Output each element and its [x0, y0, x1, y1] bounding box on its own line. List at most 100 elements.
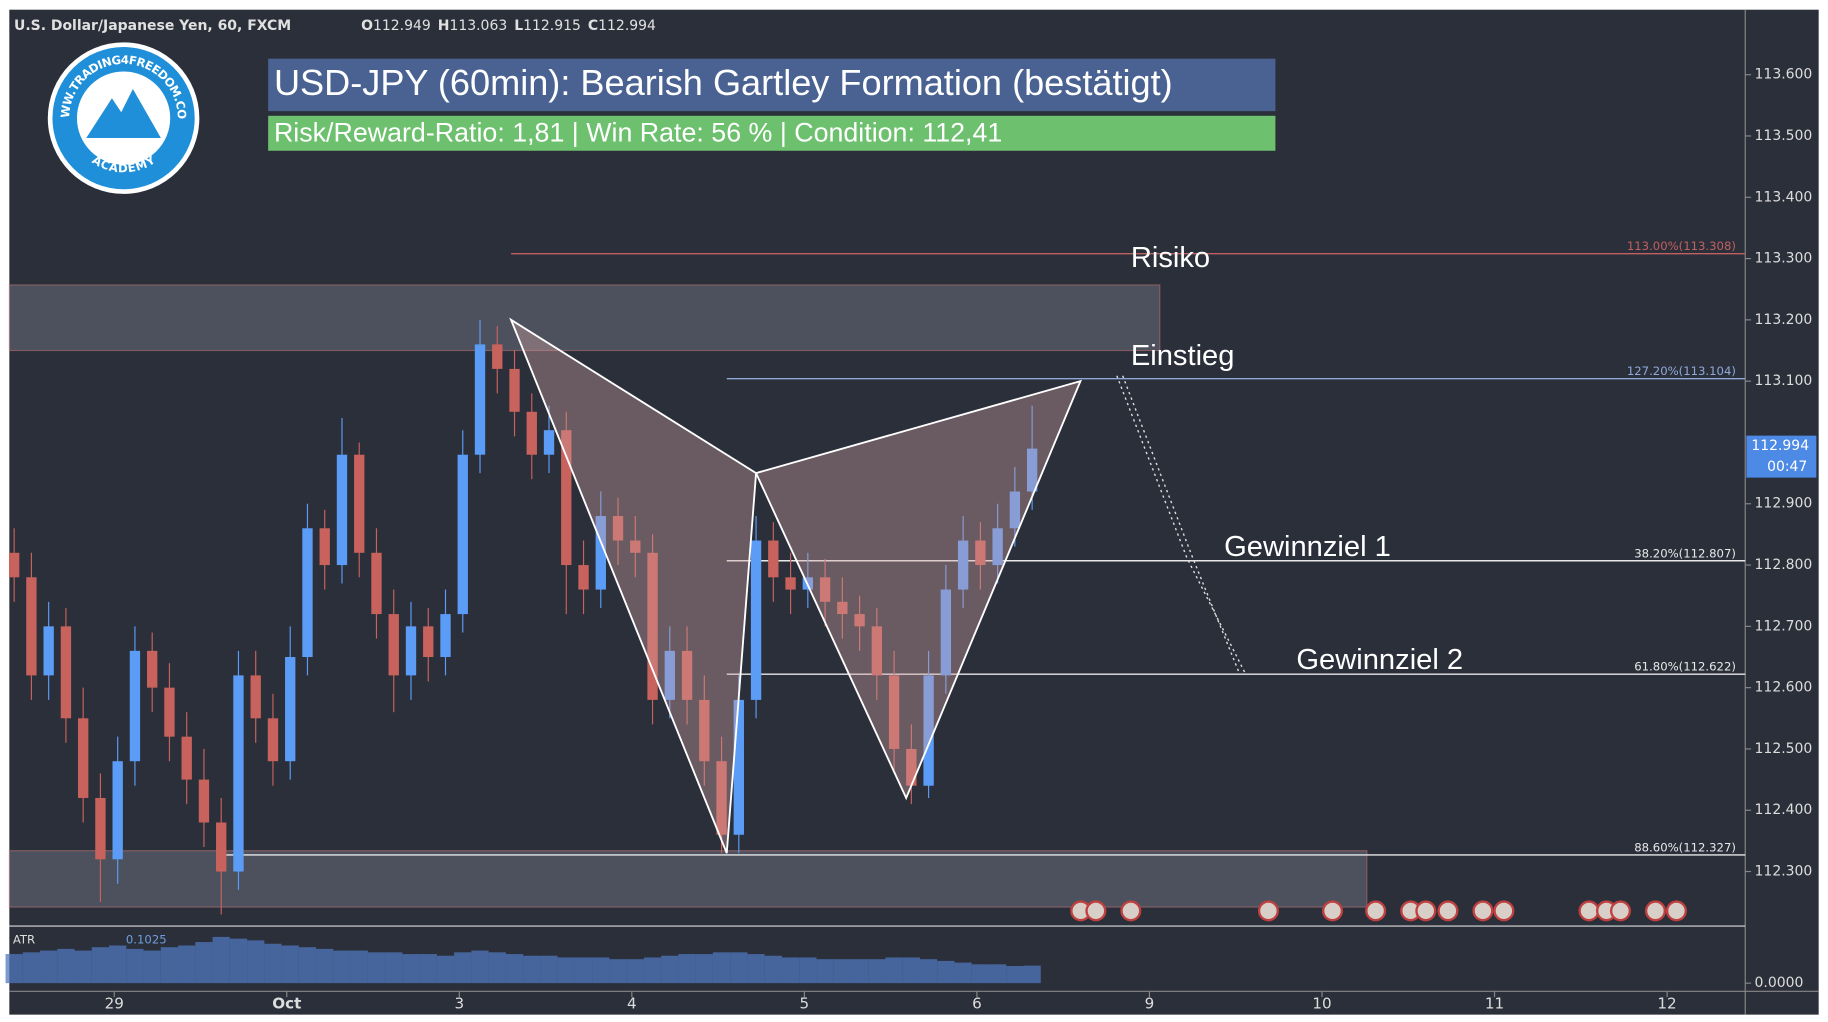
candle-body [112, 761, 123, 860]
y-tick-label: 112.800 [1755, 557, 1813, 573]
y-tick-label: 112.500 [1755, 741, 1813, 757]
candle-body [285, 656, 296, 762]
annotation: Einstieg [1131, 340, 1235, 372]
y-tick-label: 113.500 [1755, 128, 1813, 144]
y-tick-label: 112.400 [1755, 802, 1813, 818]
atr-bar [316, 948, 334, 984]
candle-body [716, 761, 727, 835]
atr-bar [436, 955, 455, 984]
candle-body [60, 626, 72, 719]
ohlc-key: O [361, 18, 373, 34]
fib-level-label: 127.20%(113.104) [1627, 364, 1736, 378]
candle-body [129, 650, 141, 762]
countdown: 00:47 [1767, 459, 1807, 475]
zone [8, 850, 1368, 908]
candle-body [992, 528, 1003, 566]
candle-body [216, 822, 227, 872]
x-tick-label: 10 [1312, 995, 1331, 1013]
atr-bar [471, 950, 489, 984]
candle-body [733, 699, 744, 835]
candle-body [457, 454, 468, 615]
atr-bar [178, 945, 196, 984]
atr-bar [333, 950, 351, 984]
candle-body [198, 779, 210, 823]
candle-body [8, 552, 20, 578]
atr-bar [40, 950, 58, 984]
atr-bar [850, 959, 869, 984]
projection-arrow [1116, 375, 1246, 674]
candle-body [474, 344, 486, 455]
atr-bar [730, 952, 748, 984]
logo-tag-path: ACADEMY [90, 152, 158, 175]
candle-body [95, 797, 106, 860]
atr-bar [833, 959, 851, 984]
y-tick-label: 112.300 [1755, 864, 1813, 880]
y-tick-label: 112.600 [1755, 680, 1813, 696]
candle-body [699, 699, 710, 762]
event-icons [1070, 900, 1687, 922]
candle-body [837, 601, 848, 615]
y-tick-label: 113.200 [1755, 312, 1813, 328]
candle-body [630, 540, 641, 553]
candle-body [147, 650, 158, 688]
symbol: U.S. Dollar/Japanese Yen, 60, FXCM [14, 18, 291, 34]
atr-bar [988, 964, 1007, 984]
chart-title: USD-JPY (60min): Bearish Gartley Formati… [274, 62, 1173, 103]
candle-body [388, 614, 399, 676]
y-tick-label: 112.700 [1755, 618, 1813, 634]
atr-bar [609, 959, 627, 984]
atr-bar [1006, 966, 1024, 984]
x-tick-label: 6 [972, 995, 982, 1013]
fib-level-label: 61.80%(112.622) [1634, 660, 1736, 674]
candle-body [509, 368, 520, 412]
candle-body [664, 650, 675, 700]
x-tick-label: 5 [800, 995, 810, 1013]
atr-bar [712, 952, 731, 984]
candle-body [819, 577, 831, 602]
atr-label: ATR [13, 933, 35, 947]
ohlc-value: 113.063 [449, 18, 507, 34]
atr-bar [902, 957, 920, 984]
chart-background [9, 9, 1819, 1015]
x-tick-label: 4 [627, 995, 637, 1013]
atr-bar [695, 954, 713, 984]
candle-body [423, 626, 434, 657]
atr-value: 0.1025 [126, 933, 167, 947]
x-tick-label: Oct [272, 995, 301, 1013]
atr-bar [592, 957, 610, 984]
atr-bar [126, 948, 144, 984]
fib-level-label: 113.00%(113.308) [1627, 239, 1736, 253]
ohlc-key: L [514, 18, 523, 34]
candle-body [871, 626, 883, 676]
atr-bar [868, 959, 886, 984]
candle-body [681, 650, 693, 700]
atr-bar [91, 947, 110, 984]
atr-bar [574, 957, 593, 984]
candle-body [768, 540, 779, 578]
atr-bar [937, 960, 955, 984]
candle-body [957, 540, 969, 590]
candle-body [77, 718, 89, 798]
ohlc-value: 112.949 [373, 18, 431, 34]
symbol-header: U.S. Dollar/Japanese Yen, 60, FXCM O112.9… [14, 18, 656, 34]
title-box [268, 58, 1276, 112]
subtitle-box [268, 115, 1276, 151]
atr-bar [488, 952, 506, 984]
candle-body [354, 454, 365, 553]
candle-body [595, 516, 606, 590]
atr-bar [781, 957, 800, 984]
annotation: Gewinnziel 1 [1224, 531, 1391, 563]
candle-body [1026, 448, 1038, 492]
atr-bar [816, 959, 834, 984]
pattern-leg [754, 379, 1083, 801]
last-price: 112.994 [1751, 438, 1809, 454]
candle-body [854, 614, 865, 627]
candle-body [181, 736, 192, 780]
atr-bar [799, 957, 817, 984]
ohlc-value: 112.994 [598, 18, 656, 34]
ohlc-key: H [438, 18, 450, 34]
atr-bar [523, 955, 541, 984]
atr-bar [5, 954, 23, 984]
candle-body [888, 675, 900, 749]
candle-body [647, 552, 658, 700]
